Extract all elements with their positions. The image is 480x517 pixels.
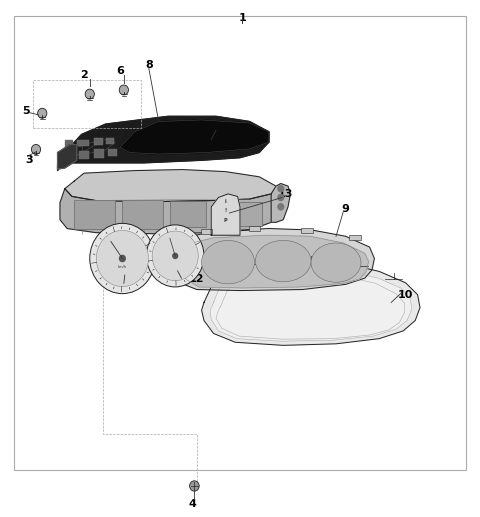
Bar <box>77 140 89 146</box>
Text: 4: 4 <box>188 499 196 509</box>
Polygon shape <box>180 235 369 288</box>
Polygon shape <box>120 120 269 154</box>
Circle shape <box>190 481 199 491</box>
Bar <box>201 229 212 234</box>
Circle shape <box>278 204 284 210</box>
Text: i: i <box>225 199 227 204</box>
Text: 9: 9 <box>342 204 349 215</box>
Bar <box>170 201 206 227</box>
Polygon shape <box>60 189 271 234</box>
Text: 8: 8 <box>145 59 153 70</box>
Polygon shape <box>211 194 240 235</box>
Circle shape <box>31 144 41 155</box>
Text: 12: 12 <box>189 274 204 284</box>
Bar <box>65 149 77 159</box>
Circle shape <box>85 89 95 99</box>
Polygon shape <box>170 229 374 291</box>
Polygon shape <box>65 170 276 202</box>
Bar <box>301 228 313 233</box>
Ellipse shape <box>96 231 148 286</box>
Text: 11: 11 <box>110 282 125 292</box>
Text: P: P <box>224 218 228 223</box>
Polygon shape <box>58 145 77 169</box>
Text: km/h: km/h <box>118 265 127 269</box>
Circle shape <box>278 186 284 192</box>
Bar <box>122 200 163 229</box>
Polygon shape <box>210 268 412 341</box>
Text: !: ! <box>225 208 227 213</box>
Bar <box>79 151 89 159</box>
Polygon shape <box>271 184 290 222</box>
Text: 2: 2 <box>80 70 88 80</box>
Bar <box>65 140 73 147</box>
Bar <box>94 149 104 158</box>
Ellipse shape <box>90 223 155 294</box>
Bar <box>94 138 103 145</box>
Polygon shape <box>58 116 269 171</box>
Bar <box>349 235 361 240</box>
Text: 5: 5 <box>23 106 30 116</box>
Bar <box>108 149 117 156</box>
Text: 6: 6 <box>116 66 124 77</box>
Circle shape <box>278 194 284 201</box>
Ellipse shape <box>202 240 254 284</box>
Text: 10: 10 <box>398 290 413 300</box>
Ellipse shape <box>146 225 204 287</box>
Bar <box>74 200 115 229</box>
Bar <box>14 16 466 470</box>
Bar <box>33 80 141 128</box>
Text: 1: 1 <box>239 13 246 23</box>
Text: 13: 13 <box>278 189 293 199</box>
Bar <box>214 202 262 226</box>
Circle shape <box>119 85 129 95</box>
Circle shape <box>173 253 178 258</box>
Ellipse shape <box>152 231 198 281</box>
Ellipse shape <box>311 243 361 282</box>
Polygon shape <box>202 261 420 345</box>
Circle shape <box>120 255 125 262</box>
Ellipse shape <box>255 240 311 282</box>
Circle shape <box>37 108 47 118</box>
Text: 7: 7 <box>215 121 222 132</box>
Bar <box>106 138 114 144</box>
Text: 3: 3 <box>25 155 33 165</box>
Bar <box>249 226 260 231</box>
